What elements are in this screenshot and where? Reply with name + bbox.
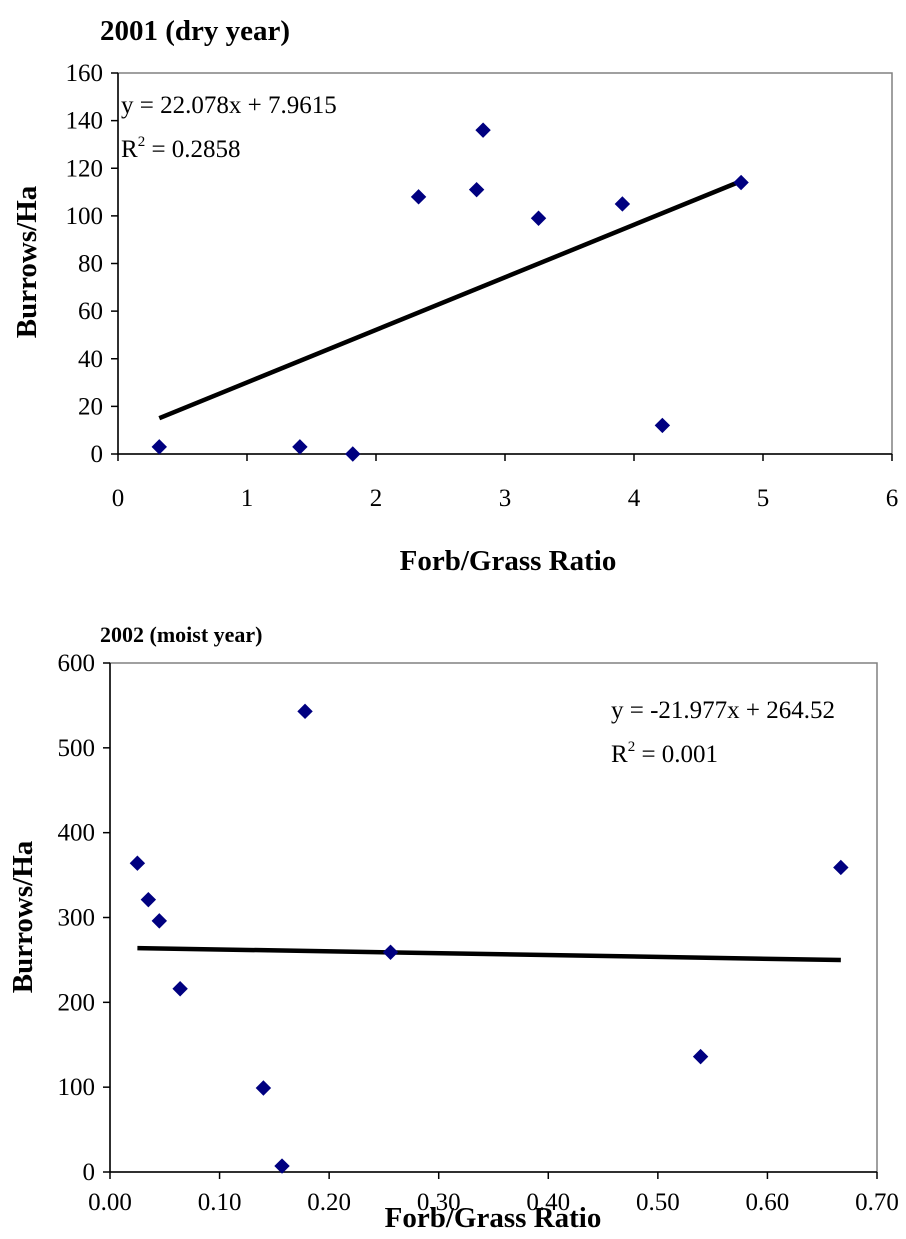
data-point <box>172 981 188 997</box>
data-point <box>833 859 849 876</box>
y-axis: 0 100 200 300 400 500 600 <box>58 650 111 1186</box>
chart-title: 2002 (moist year) <box>100 622 263 647</box>
data-point <box>292 439 308 455</box>
x-tick-label: 0.70 <box>855 1189 899 1216</box>
y-axis-title: Burrows/Ha <box>11 185 43 338</box>
r-squared-value: = 0.2858 <box>145 136 240 163</box>
y-tick-label: 120 <box>66 155 104 182</box>
data-point <box>530 210 547 226</box>
r-squared-prefix: R <box>121 136 138 163</box>
x-tick-label: 5 <box>757 485 770 512</box>
data-point <box>140 891 157 908</box>
x-tick-label: 0 <box>112 485 125 512</box>
y-tick-label: 400 <box>58 820 96 847</box>
x-tick-label: 0.50 <box>636 1189 680 1216</box>
r-squared-prefix: R <box>611 741 628 768</box>
x-tick-label: 6 <box>886 485 899 512</box>
y-tick-label: 100 <box>58 1074 96 1101</box>
trendline <box>158 179 742 421</box>
y-tick-label: 0 <box>83 1159 96 1186</box>
y-tick-label: 500 <box>58 735 96 762</box>
data-point <box>468 181 485 198</box>
x-tick-label: 0.60 <box>746 1189 790 1216</box>
data-point <box>733 174 749 191</box>
x-tick-label: 0.00 <box>88 1189 132 1216</box>
y-tick-label: 100 <box>66 203 104 230</box>
x-tick-label: 2 <box>370 485 383 512</box>
data-point <box>129 855 146 871</box>
data-point <box>692 1048 709 1065</box>
y-tick-label: 60 <box>78 298 103 325</box>
x-axis-title: Forb/Grass Ratio <box>385 1202 602 1234</box>
data-point <box>382 944 399 960</box>
x-tick-label: 0.10 <box>198 1189 242 1216</box>
x-axis: 0.00 0.10 0.20 0.30 0.40 0.50 0.60 0.70 <box>88 1171 899 1216</box>
regression-equation: y = 22.078x + 7.9615 <box>121 92 337 119</box>
data-point <box>345 446 361 462</box>
x-tick-label: 0.30 <box>417 1189 461 1216</box>
trendline-group <box>137 945 841 963</box>
y-tick-label: 80 <box>78 251 103 278</box>
y-tick-label: 300 <box>58 905 96 932</box>
x-tick-label: 1 <box>241 485 254 512</box>
trendline-group <box>158 179 742 421</box>
data-points <box>151 122 749 462</box>
r-squared: R2 = 0.2858 <box>121 134 241 163</box>
r-squared-exponent: 2 <box>138 134 146 150</box>
y-tick-label: 20 <box>78 393 103 420</box>
r-squared-exponent: 2 <box>628 739 636 755</box>
regression-equation: y = -21.977x + 264.52 <box>611 697 835 724</box>
x-tick-label: 4 <box>628 485 641 512</box>
y-axis-title: Burrows/Ha <box>7 840 39 993</box>
y-tick-label: 140 <box>66 108 104 135</box>
y-tick-label: 200 <box>58 989 96 1016</box>
data-point <box>151 439 167 455</box>
data-point <box>410 189 427 205</box>
chart-2002: 2002 (moist year) 0.00 0.10 0.20 0.30 0.40 0.… <box>7 622 899 1234</box>
y-tick-label: 600 <box>58 650 96 677</box>
data-point <box>274 1158 290 1174</box>
x-tick-label: 0.40 <box>526 1189 570 1216</box>
r-squared-value: = 0.001 <box>635 741 718 768</box>
y-tick-label: 160 <box>66 60 104 87</box>
y-axis: 0 20 40 60 80 100 120 140 160 <box>66 60 119 468</box>
r-squared: R2 = 0.001 <box>611 739 718 768</box>
data-points <box>129 703 849 1174</box>
x-tick-label: 0.20 <box>307 1189 351 1216</box>
x-tick-label: 3 <box>499 485 512 512</box>
x-axis-title: Forb/Grass Ratio <box>400 545 617 577</box>
plot-area <box>109 662 878 1173</box>
chart-2001: 2001 (dry year) 0 1 2 3 4 5 6 0 20 40 60 80 100 120 1… <box>11 15 898 577</box>
data-point <box>255 1080 272 1096</box>
x-axis: 0 1 2 3 4 5 6 <box>112 453 899 512</box>
data-point <box>654 417 671 434</box>
y-tick-label: 0 <box>91 441 104 468</box>
data-point <box>475 122 491 138</box>
chart-title: 2001 (dry year) <box>100 15 290 47</box>
y-tick-label: 40 <box>78 346 103 373</box>
data-point <box>614 196 631 212</box>
data-point <box>151 913 168 929</box>
trendline <box>137 945 841 963</box>
plot-area <box>117 72 893 455</box>
data-point <box>297 703 313 720</box>
